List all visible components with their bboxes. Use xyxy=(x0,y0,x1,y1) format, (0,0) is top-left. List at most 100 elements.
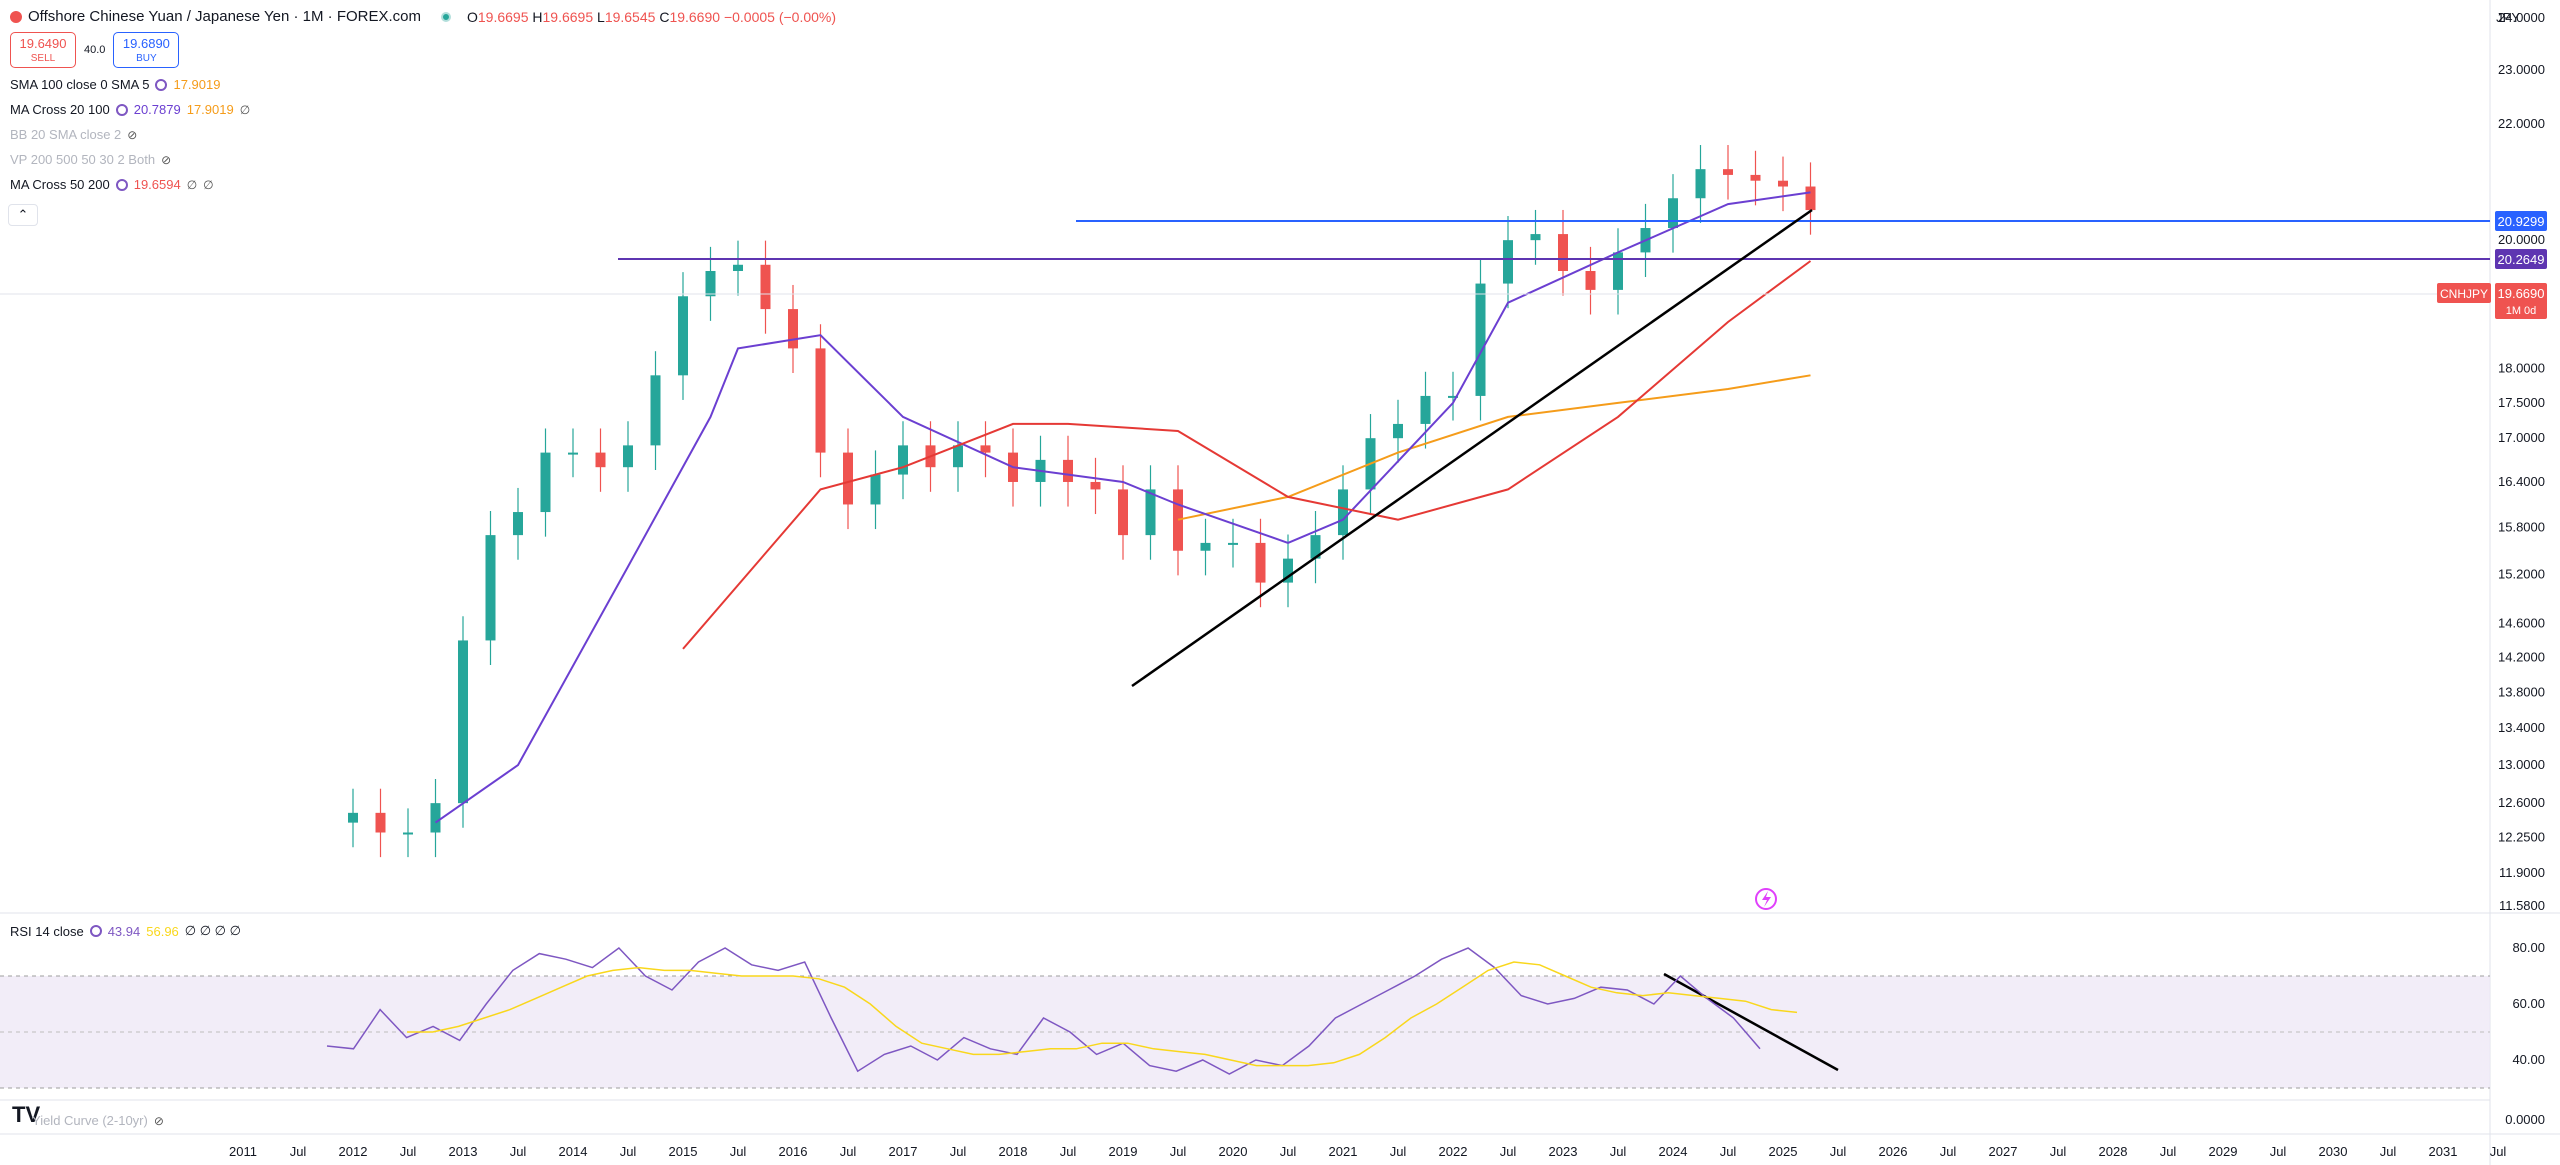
price-tick: 22.0000 xyxy=(2498,116,2545,131)
tradingview-logo[interactable]: TV xyxy=(12,1102,41,1127)
price-tick: 20.0000 xyxy=(2498,232,2545,247)
candle-body xyxy=(513,512,523,536)
candle-body xyxy=(348,812,358,823)
time-axis[interactable]: 2011 Jul 2012 Jul 2013 Jul 2014 Jul 2015 Jul 2016 J… xyxy=(229,1144,2506,1159)
ma-line-ma-50 xyxy=(682,260,1812,650)
candle-body xyxy=(430,803,441,833)
time-tick: 2024 xyxy=(1659,1144,1688,1159)
price-tick: 13.8000 xyxy=(2498,684,2545,699)
empty-set-icon: ∅ xyxy=(239,102,251,117)
candle-body xyxy=(1723,169,1733,175)
candle-body xyxy=(733,264,743,272)
currency-label[interactable]: JPY xyxy=(2496,10,2520,25)
rsi-axis: 80.00 60.00 40.00 0.0000 xyxy=(2505,940,2545,1127)
lightning-icon[interactable] xyxy=(1755,888,1777,910)
settings-icon[interactable] xyxy=(89,925,102,937)
candle-body xyxy=(1558,234,1568,272)
candle-body xyxy=(953,445,963,468)
settings-icon[interactable] xyxy=(155,78,168,91)
time-tick: 2016 xyxy=(779,1144,808,1159)
trendline-rsi[interactable] xyxy=(1663,972,1839,1072)
candle-body xyxy=(870,474,881,505)
hidden-eye-icon[interactable]: ⊘ xyxy=(127,127,138,142)
candle-body xyxy=(898,445,908,475)
empty-set-icon: ∅ xyxy=(203,177,214,192)
time-tick: 2014 xyxy=(559,1144,588,1159)
settings-icon[interactable] xyxy=(115,103,128,116)
price-tick: 17.5000 xyxy=(2498,395,2545,410)
price-tick: 18.0000 xyxy=(2498,361,2545,376)
time-tick: 2031 xyxy=(2429,1144,2458,1159)
price-tick: 16.4000 xyxy=(2498,474,2545,489)
time-tick: Jul xyxy=(1940,1144,1957,1159)
time-tick: Jul xyxy=(1170,1144,1187,1159)
candle-body xyxy=(815,348,826,453)
current-price-badge: 19.6690 xyxy=(2498,286,2545,301)
spread-value: 40.0 xyxy=(84,44,106,56)
time-tick: Jul xyxy=(950,1144,967,1159)
market-status-icon[interactable] xyxy=(441,11,451,22)
rsi-line xyxy=(326,947,1761,1075)
time-tick: 2021 xyxy=(1329,1144,1358,1159)
hidden-eye-icon[interactable]: ⊘ xyxy=(153,1113,164,1128)
time-tick: Jul xyxy=(2490,1144,2507,1159)
candle-body xyxy=(485,535,496,641)
candle-body xyxy=(458,640,468,804)
yield-curve-legend[interactable]: Yield Curve (2-10yr) ⊘ xyxy=(32,1113,164,1128)
candle-body xyxy=(1475,283,1486,396)
ma-line-sma-100 xyxy=(1177,374,1811,521)
candle-body xyxy=(760,264,771,310)
time-tick: Jul xyxy=(2050,1144,2067,1159)
ohlc-values: O19.6695 H19.6695 L19.6545 C19.6690 −0.0… xyxy=(467,8,837,25)
candle-body xyxy=(1393,423,1403,439)
indicator-ma-cross-20-100[interactable]: MA Cross 20 100 20.7879 17.9019 ∅ xyxy=(10,102,251,117)
candle-body xyxy=(1613,252,1623,290)
time-tick: Jul xyxy=(730,1144,747,1159)
buy-button[interactable]: 19.6890 BUY xyxy=(113,32,180,68)
candle-body xyxy=(1448,395,1458,398)
indicator-sma100[interactable]: SMA 100 close 0 SMA 5 17.9019 xyxy=(10,77,221,92)
candle-body xyxy=(1200,542,1211,551)
time-tick: Jul xyxy=(2270,1144,2287,1159)
candle-body xyxy=(1173,489,1183,551)
rsi-tick: 80.00 xyxy=(2512,940,2545,955)
price-axis[interactable]: 24.000023.000022.000020.000019.000018.00… xyxy=(2498,10,2545,913)
time-tick: 2012 xyxy=(339,1144,368,1159)
candle-body xyxy=(843,452,853,505)
moving-averages xyxy=(434,191,1812,824)
candle-body xyxy=(1145,489,1156,536)
price-tick: 12.6000 xyxy=(2498,795,2545,810)
time-tick: Jul xyxy=(2160,1144,2177,1159)
time-tick: 2022 xyxy=(1439,1144,1468,1159)
time-tick: 2011 xyxy=(229,1144,257,1159)
time-tick: 2028 xyxy=(2099,1144,2128,1159)
time-tick: Jul xyxy=(400,1144,417,1159)
trendline-support[interactable] xyxy=(1131,208,1813,688)
chevron-up-icon[interactable]: ⌃ xyxy=(8,204,38,226)
settings-icon[interactable] xyxy=(115,178,128,191)
time-tick: 2029 xyxy=(2209,1144,2238,1159)
time-tick: 2030 xyxy=(2319,1144,2348,1159)
rsi-legend[interactable]: RSI 14 close 43.94 56.96 ∅ ∅ ∅ ∅ xyxy=(10,923,241,939)
time-tick: 2027 xyxy=(1989,1144,2018,1159)
candle-body xyxy=(1805,186,1816,211)
chart-legend: Offshore Chinese Yuan / Japanese Yen · 1… xyxy=(10,8,836,193)
price-tick: 15.2000 xyxy=(2498,567,2545,582)
indicator-bb[interactable]: BB 20 SMA close 2 ⊘ xyxy=(10,127,138,142)
time-tick: Jul xyxy=(2380,1144,2397,1159)
price-tick: 17.0000 xyxy=(2498,430,2545,445)
price-tick: 24.0000 xyxy=(2498,10,2545,25)
indicator-vp[interactable]: VP 200 500 50 30 2 Both ⊘ xyxy=(10,152,172,167)
indicator-ma-cross-50-200[interactable]: MA Cross 50 200 19.6594 ∅ ∅ xyxy=(10,177,214,192)
symbol-title[interactable]: Offshore Chinese Yuan / Japanese Yen · 1… xyxy=(28,8,421,25)
level-badge-2: 20.2649 xyxy=(2498,252,2545,267)
time-tick: Jul xyxy=(1720,1144,1737,1159)
time-tick: Jul xyxy=(840,1144,857,1159)
candle-body xyxy=(1310,535,1321,559)
sell-button[interactable]: 19.6490 SELL xyxy=(10,32,76,68)
hidden-eye-icon[interactable]: ⊘ xyxy=(161,152,172,167)
time-tick: Jul xyxy=(1280,1144,1297,1159)
time-tick: Jul xyxy=(510,1144,527,1159)
candle-body xyxy=(1420,395,1431,424)
